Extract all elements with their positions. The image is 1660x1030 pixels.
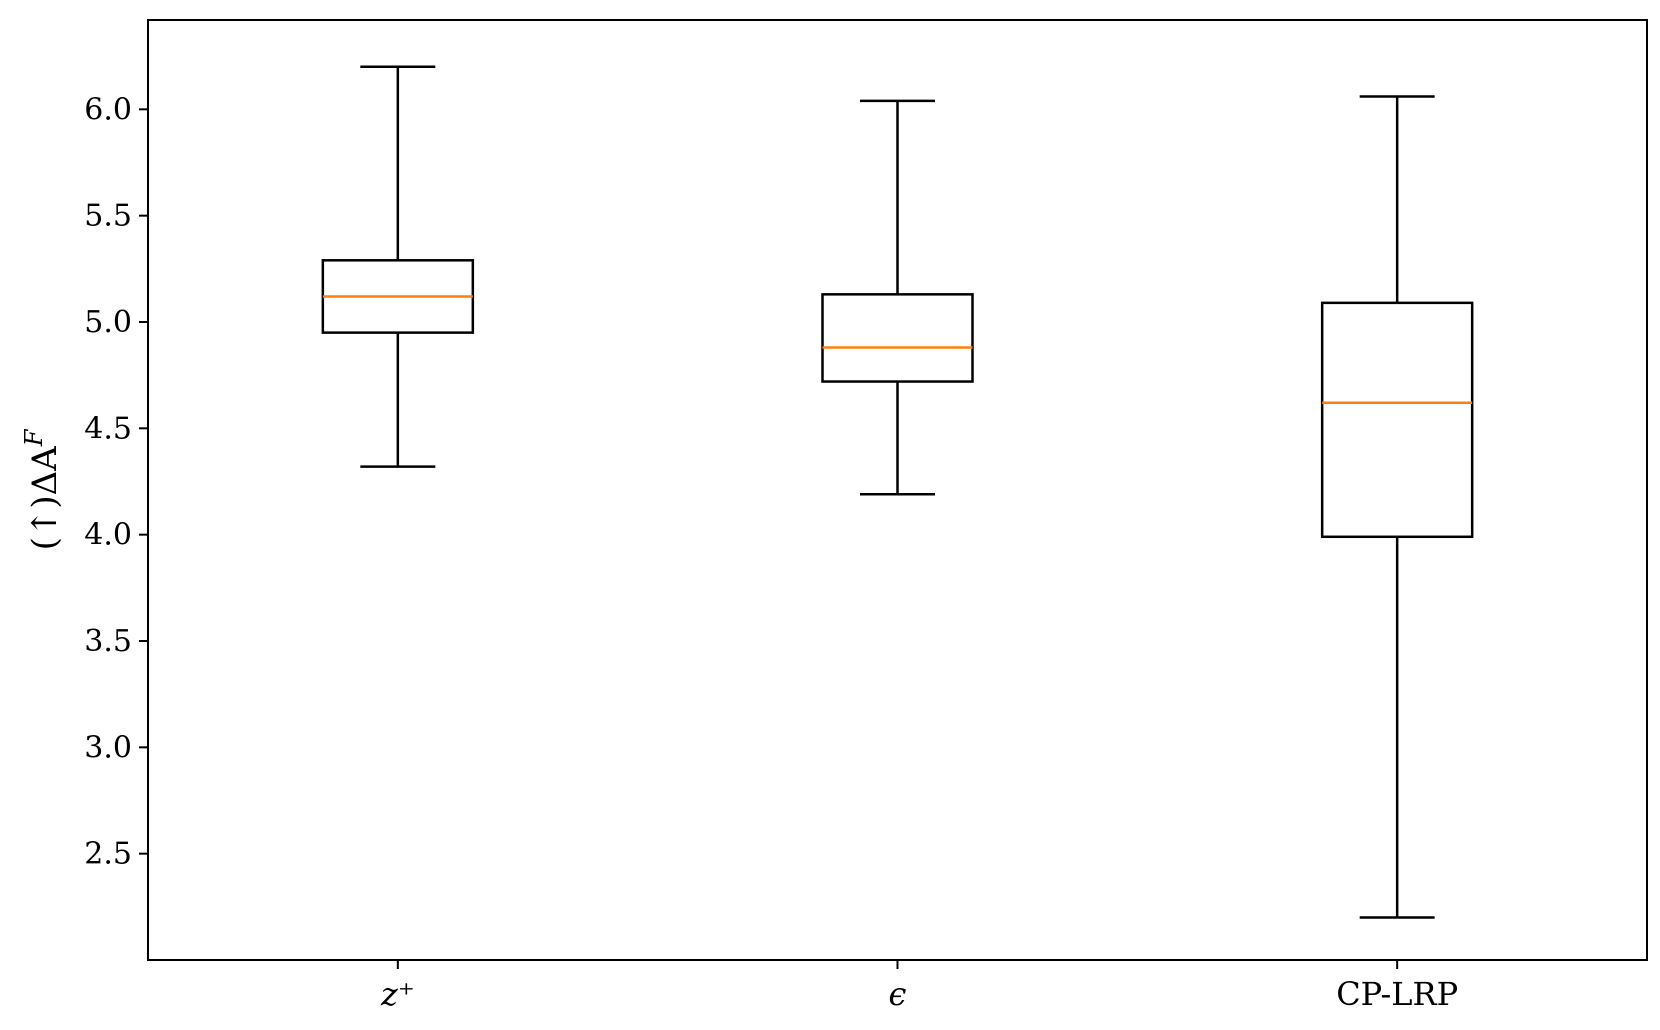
- y-tick-label: 5.5: [84, 199, 132, 234]
- box-1: [821, 99, 974, 496]
- y-tick-label: 4.0: [84, 518, 132, 553]
- y-tick-label: 3.5: [84, 624, 132, 659]
- x-tick-label: z⁺: [380, 975, 415, 1013]
- x-tick-label: CP-LRP: [1336, 975, 1458, 1013]
- y-axis-label: (↑)ΔAF: [20, 428, 65, 550]
- y-axis: 2.5 3.0 3.5 4.0 4.5 5.0 5.5 6.0: [84, 92, 148, 872]
- box-2: [1320, 95, 1474, 919]
- x-tick-label: ϵ: [889, 975, 907, 1013]
- y-tick-label: 2.5: [84, 837, 132, 872]
- x-axis: z⁺ ϵ CP-LRP: [380, 960, 1458, 1013]
- y-tick-label: 5.0: [84, 305, 132, 340]
- boxes: [321, 65, 1474, 919]
- y-axis-label-superscript: F: [20, 428, 48, 447]
- y-tick-label: 3.0: [84, 730, 132, 765]
- box-0: [321, 65, 475, 468]
- box-iqr: [821, 293, 974, 383]
- box-iqr: [1320, 301, 1474, 539]
- y-tick-label: 6.0: [84, 92, 132, 127]
- y-tick-label: 4.5: [84, 411, 132, 446]
